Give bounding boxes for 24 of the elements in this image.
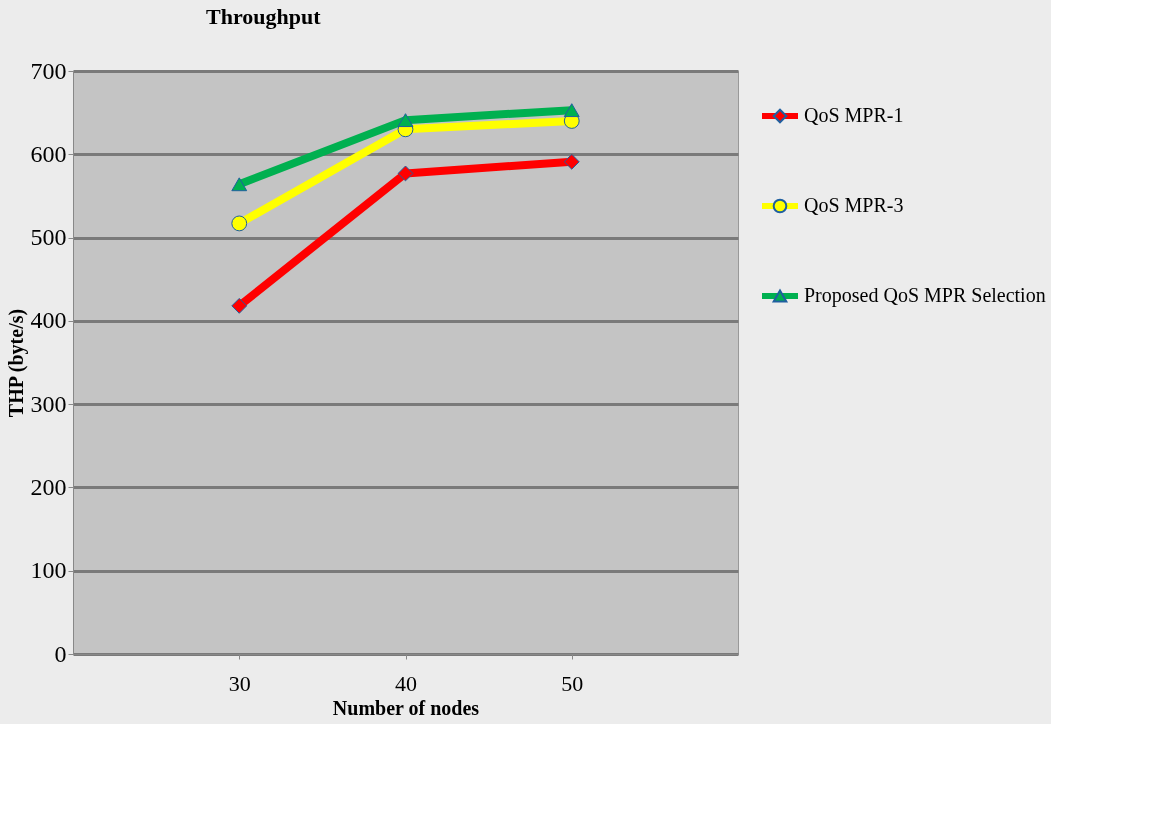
legend-label: Proposed QoS MPR Selection: [804, 284, 1046, 307]
y-tick-label: 100: [30, 557, 67, 584]
point: [231, 215, 248, 232]
x-tick-label: 30: [228, 670, 251, 696]
point: [231, 177, 248, 192]
point: [563, 103, 580, 118]
point: [397, 165, 414, 182]
point: [231, 297, 248, 314]
point: [563, 153, 580, 170]
y-tick-label: 600: [30, 140, 67, 167]
point: [397, 113, 414, 128]
legend-label: QoS MPR-1: [804, 104, 904, 126]
x-tick-label: 40: [395, 670, 417, 696]
y-tick-label: 300: [30, 390, 67, 417]
x-tick-label: 50: [561, 670, 584, 696]
y-tick-label: 200: [30, 473, 67, 500]
y-tick-label: 400: [30, 307, 67, 334]
y-tick-label: 700: [30, 57, 67, 84]
x-axis-title: Number of nodes: [332, 696, 480, 719]
y-axis-title: THP (byte/s): [4, 308, 28, 418]
y-tick-label: 500: [30, 224, 67, 251]
y-tick-label: 0: [54, 640, 67, 667]
legend-label: QoS MPR-3: [804, 194, 904, 216]
chart-title: Throughput: [206, 4, 322, 29]
